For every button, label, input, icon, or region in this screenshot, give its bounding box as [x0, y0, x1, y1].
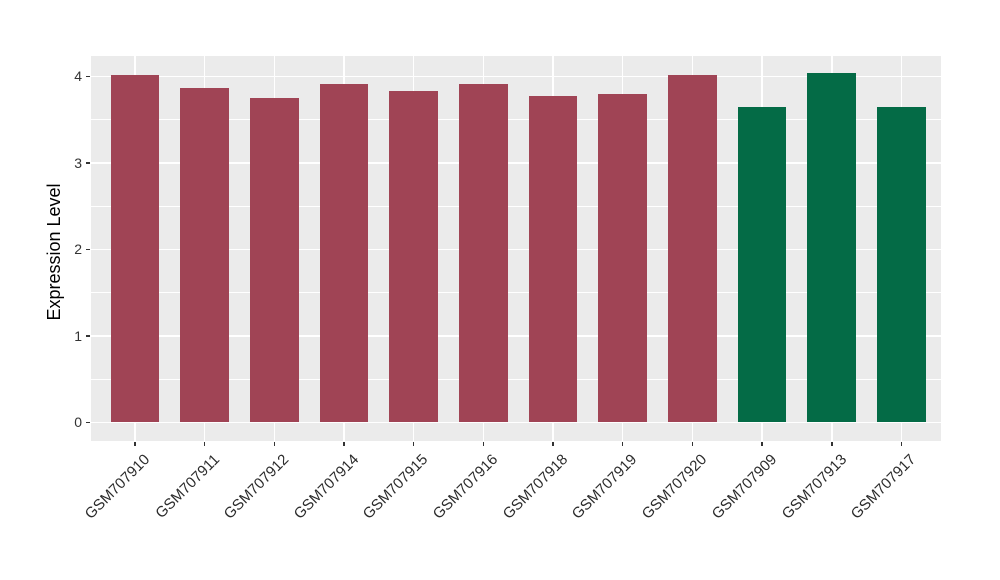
x-tick-label: GSM707916: [429, 451, 502, 523]
x-tick-label: GSM707919: [569, 451, 641, 523]
x-tick-mark: [134, 442, 136, 446]
bar-GSM707915: [389, 91, 439, 423]
gridline-major-horizontal: [91, 248, 941, 251]
bar-GSM707920: [667, 74, 717, 423]
gridline-major-horizontal: [91, 75, 941, 78]
bar-GSM707911: [180, 88, 230, 423]
bar-GSM707910: [110, 74, 160, 423]
x-tick-label: GSM707918: [499, 451, 572, 523]
x-tick-label: GSM707912: [220, 451, 293, 523]
x-tick-mark: [830, 442, 833, 446]
gridline-minor-horizontal: [91, 205, 941, 207]
y-tick-label: 0: [74, 414, 82, 431]
y-tick-label: 3: [74, 154, 82, 171]
x-tick-mark: [203, 442, 206, 446]
x-tick-label: GSM707914: [290, 451, 363, 523]
bar-GSM707917: [877, 106, 926, 423]
bar-GSM707919: [598, 94, 648, 423]
y-tick-mark: [86, 75, 90, 78]
x-tick-mark: [343, 442, 345, 446]
y-tick-label: 1: [74, 327, 82, 344]
gridline-major-horizontal: [91, 421, 941, 424]
y-tick-label: 4: [74, 68, 82, 85]
x-tick-mark: [412, 442, 415, 446]
x-tick-label: GSM707920: [638, 451, 711, 523]
x-tick-mark: [761, 442, 763, 446]
x-tick-label: GSM707909: [708, 451, 781, 523]
bar-GSM707913: [807, 72, 857, 423]
gridline-minor-horizontal: [91, 378, 941, 380]
x-tick-mark: [482, 442, 485, 446]
bar-GSM707909: [737, 106, 787, 423]
x-tick-mark: [621, 442, 624, 446]
y-tick-mark: [86, 248, 90, 251]
plot-panel: [91, 56, 941, 441]
x-tick-label: GSM707917: [847, 451, 920, 523]
bar-GSM707916: [458, 84, 508, 423]
bar-GSM707912: [249, 97, 299, 423]
x-tick-label: GSM707915: [360, 451, 432, 523]
x-tick-mark: [691, 442, 694, 446]
y-tick-mark: [86, 421, 90, 424]
x-tick-label: GSM707913: [778, 451, 850, 523]
x-tick-mark: [552, 442, 554, 446]
y-tick-mark: [86, 162, 90, 164]
x-tick-label: GSM707911: [151, 451, 223, 522]
y-tick-label: 2: [74, 241, 82, 258]
bar-GSM707918: [528, 96, 578, 423]
y-tick-mark: [86, 335, 90, 337]
bar-GSM707914: [319, 84, 369, 423]
x-tick-label: GSM707910: [81, 451, 154, 523]
gridline-minor-horizontal: [91, 292, 941, 293]
gridline-minor-horizontal: [91, 119, 941, 120]
gridline-major-horizontal: [91, 335, 941, 337]
x-tick-mark: [273, 442, 276, 446]
x-tick-mark: [900, 442, 903, 446]
gridline-major-horizontal: [91, 162, 941, 164]
